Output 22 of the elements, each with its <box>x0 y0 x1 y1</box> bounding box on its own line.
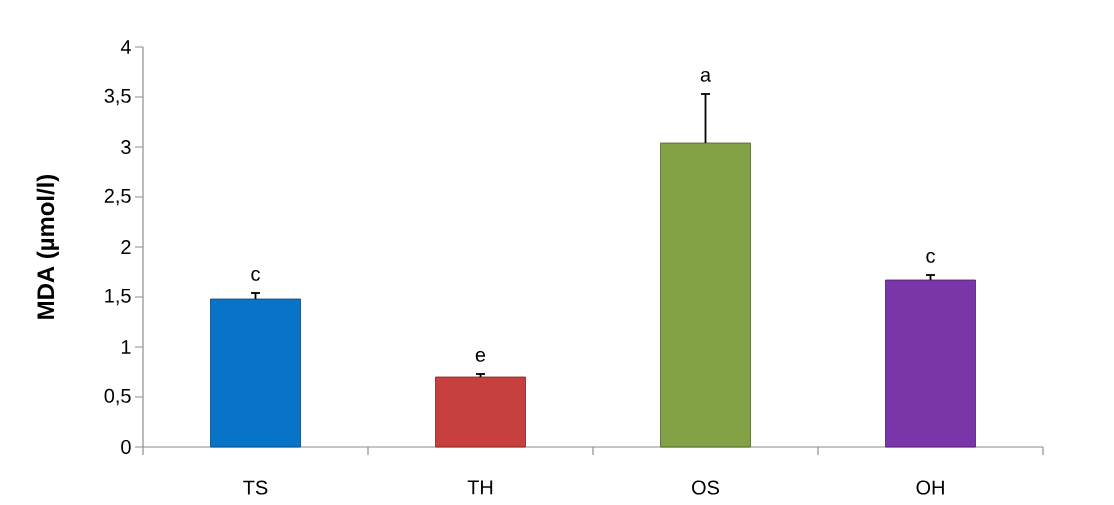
annotation: a <box>700 70 712 82</box>
x-tick-label: OS <box>692 480 719 495</box>
x-tick-label: TS <box>243 480 268 495</box>
x-tick-label: OH <box>916 480 944 495</box>
y-tick-label: 3 <box>121 139 131 155</box>
bar <box>885 279 976 448</box>
annotation: c <box>251 269 260 281</box>
y-tick-label: 1 <box>121 340 131 354</box>
bar <box>435 376 526 448</box>
y-axis-title: MDA (µmol/l) <box>36 174 59 319</box>
annotation: e <box>475 350 486 362</box>
bar <box>210 298 301 448</box>
x-tick-label: TH <box>467 480 493 495</box>
y-tick-label: 2 <box>121 240 131 254</box>
bar <box>660 142 751 448</box>
y-tick-label: 0,5 <box>104 388 131 406</box>
y-tick-label: 2,5 <box>104 188 131 206</box>
y-tick-label: 1,5 <box>105 288 131 306</box>
y-tick-label: 3,5 <box>104 88 131 106</box>
annotation: c <box>926 251 935 263</box>
y-tick-label: 0 <box>121 439 131 455</box>
y-tick-label: 4 <box>120 40 131 54</box>
